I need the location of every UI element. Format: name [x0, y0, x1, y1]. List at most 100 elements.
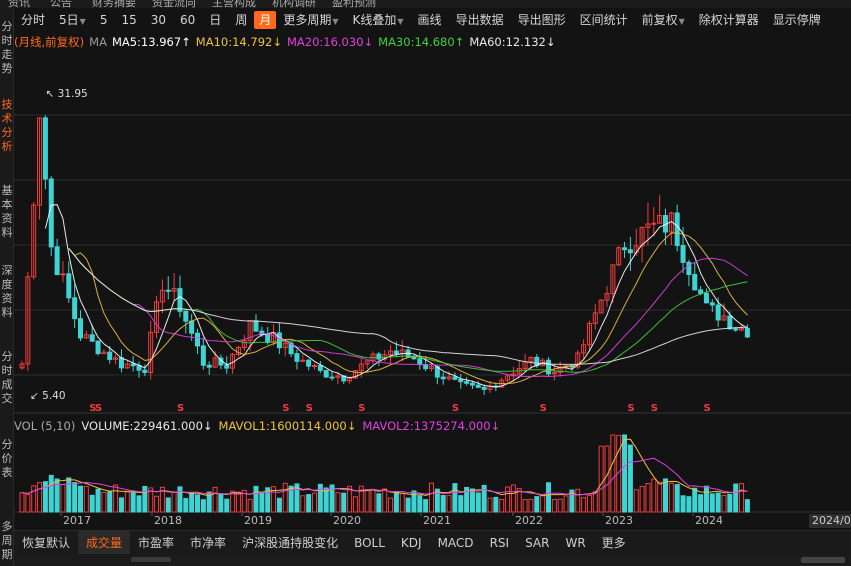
indicator-tab[interactable]: 市盈率 — [138, 535, 175, 550]
volume-bar — [698, 494, 704, 513]
candle-body — [54, 246, 60, 276]
volume-bar — [171, 491, 177, 513]
volume-bar — [452, 483, 458, 513]
toolbar-item[interactable]: 前复权▼ — [635, 11, 692, 29]
volume-bar — [475, 492, 481, 513]
scroll-thumb[interactable] — [131, 557, 171, 562]
candle-body — [604, 293, 610, 301]
volume-bar — [72, 482, 78, 513]
volume-bar — [60, 483, 66, 513]
toolbar-item[interactable]: 周 — [228, 11, 254, 29]
sidebar-tab[interactable]: 分时走势 — [1, 20, 13, 75]
sidebar-tab[interactable]: 深度资料 — [1, 264, 13, 319]
candle-body — [294, 353, 300, 362]
indicator-tab[interactable]: SAR — [525, 535, 550, 550]
candle-body — [206, 364, 212, 368]
candle-body — [674, 212, 680, 247]
top-tab[interactable]: 资金流向 — [152, 0, 196, 8]
sidebar-tab[interactable]: 分价表 — [1, 438, 13, 479]
candle-body — [698, 289, 704, 294]
toolbar-item-label: 60 — [180, 13, 196, 27]
chart-scrollbar[interactable] — [14, 554, 851, 566]
candle-body — [306, 359, 312, 367]
toolbar-item[interactable]: 显示停牌 — [766, 11, 828, 29]
top-info-tabs: 资讯 公告 财务摘要 资金流向 主营构成 机构调研 盈利预测 — [0, 0, 851, 8]
volume-bar — [575, 488, 581, 513]
volume-bar — [148, 487, 154, 513]
candle-body — [101, 351, 107, 355]
volume-bar — [651, 478, 657, 513]
toolbar-item[interactable]: 日 — [202, 11, 228, 29]
candle-body — [469, 382, 475, 386]
toolbar-item[interactable]: 画线 — [411, 11, 449, 29]
toolbar-item[interactable]: 5 — [93, 11, 115, 29]
toolbar-item-label: 区间统计 — [579, 13, 628, 27]
top-tab[interactable]: 机构调研 — [272, 0, 316, 8]
scroll-right-handle[interactable] — [801, 557, 845, 563]
caret-down-icon: ▼ — [397, 17, 404, 26]
s-marker: S — [306, 403, 313, 414]
s-marker: S — [452, 403, 459, 414]
candle-body — [323, 369, 329, 378]
toolbar-item[interactable]: 区间统计 — [573, 11, 635, 29]
top-tab[interactable]: 资讯 — [8, 0, 30, 8]
toolbar-item[interactable]: 60 — [173, 11, 202, 29]
toolbar-item[interactable]: 15 — [114, 11, 143, 29]
toolbar-item[interactable]: 30 — [144, 11, 173, 29]
toolbar-item[interactable]: K线叠加▼ — [346, 11, 411, 29]
toolbar-item[interactable]: 分时 — [14, 11, 52, 29]
sidebar-tab[interactable]: 基本资料 — [1, 184, 13, 239]
top-tab[interactable]: 主营构成 — [212, 0, 256, 8]
volume-bar — [563, 495, 569, 513]
toolbar-item-label: 周 — [235, 13, 248, 27]
indicator-tab[interactable]: RSI — [489, 535, 510, 550]
indicator-tab[interactable]: 沪深股通持股变化 — [242, 535, 339, 550]
toolbar-item[interactable]: 月 — [254, 11, 277, 29]
vol-legend-item: MAVOL2:1375274.000↓ — [362, 419, 501, 433]
indicator-tab[interactable]: 市净率 — [190, 535, 227, 550]
sidebar-tab[interactable]: 技术分析 — [1, 98, 13, 153]
volume-bar — [657, 481, 663, 513]
volume-bar — [645, 482, 651, 513]
volume-bar — [592, 491, 598, 513]
volume-bar — [335, 492, 341, 513]
volume-bar — [493, 496, 499, 513]
volume-bar — [551, 498, 557, 513]
toolbar-item[interactable]: 导出图形 — [511, 11, 573, 29]
top-tab[interactable]: 公告 — [50, 0, 72, 8]
candle-body — [475, 384, 481, 388]
volume-bar — [271, 486, 277, 513]
indicator-tab[interactable]: BOLL — [354, 535, 385, 550]
indicator-tab[interactable]: 恢复默认 — [22, 535, 71, 550]
candle-body — [739, 327, 745, 331]
indicator-tab[interactable]: 更多 — [601, 535, 626, 550]
toolbar-item[interactable]: 除权计算器 — [692, 11, 766, 29]
left-vertical-nav: 分时走势技术分析基本资料深度资料分时成交分价表多周期 — [0, 8, 14, 566]
toolbar-item-label: 显示停牌 — [772, 13, 821, 27]
candle-body — [83, 334, 89, 339]
toolbar-item[interactable]: 5日▼ — [52, 11, 93, 29]
indicator-tab[interactable]: MACD — [437, 535, 474, 550]
toolbar-item[interactable]: 更多周期▼ — [276, 11, 345, 29]
candle-body — [686, 261, 692, 276]
candle-body — [276, 332, 282, 349]
indicator-tab[interactable]: WR — [565, 535, 586, 550]
candle-body — [557, 366, 563, 373]
indicator-tab[interactable]: KDJ — [400, 535, 422, 550]
indicator-tab[interactable]: 成交量 — [78, 530, 131, 555]
candle-body — [452, 376, 458, 380]
toolbar-item-label: 日 — [209, 13, 222, 27]
volume-bar — [598, 445, 604, 513]
candle-body — [551, 371, 557, 375]
volume-bar — [235, 491, 241, 513]
sidebar-tab[interactable]: 分时成交 — [1, 350, 13, 405]
volume-bar — [487, 497, 493, 513]
top-tab[interactable]: 盈利预测 — [332, 0, 376, 8]
candle-body — [709, 302, 715, 306]
volume-bar — [218, 493, 224, 513]
toolbar-item[interactable]: 导出数据 — [449, 11, 511, 29]
s-marker: S — [651, 403, 658, 414]
sidebar-tab[interactable]: 多周期 — [1, 520, 13, 561]
top-tab[interactable]: 财务摘要 — [92, 0, 136, 8]
